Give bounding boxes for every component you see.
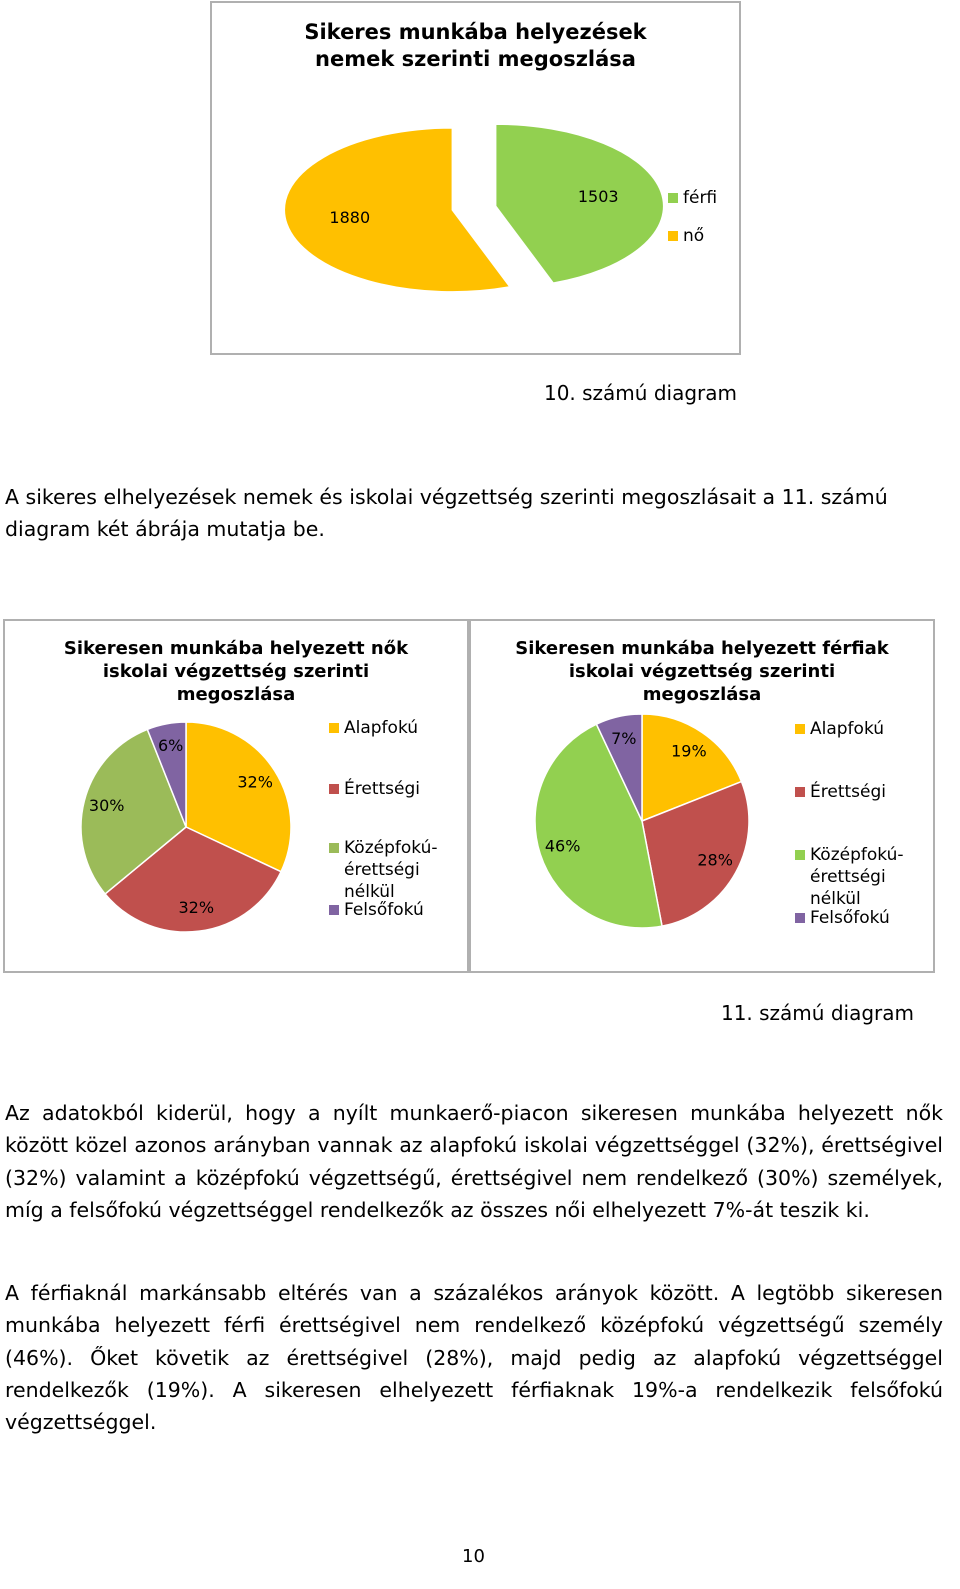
legend-label: Alapfokú (344, 718, 419, 738)
paragraph: Az adatokból kiderül, hogy a nyílt munka… (5, 1101, 943, 1222)
legend-item: Középfokú-érettségi nélkül (795, 844, 915, 910)
data-label: 1880 (329, 208, 370, 227)
data-label: 19% (671, 741, 707, 760)
pie-slice (641, 780, 750, 927)
chart-box: Sikeres munkába helyezések nemek szerint… (210, 1, 741, 355)
legend-swatch (795, 787, 805, 797)
legend-label: Felsőfokú (344, 900, 424, 920)
legend-swatch (668, 231, 678, 241)
chart-title: Sikeresen munkába helyezett nők iskolai … (63, 638, 409, 705)
chart-box: Sikeresen munkába helyezett férfiak isko… (469, 619, 935, 973)
pie-chart: 32% 32% 30% 6% (80, 721, 292, 933)
legend-item: Középfokú-érettségi nélkül (329, 837, 449, 903)
pie-slice (534, 723, 663, 929)
data-label: 6% (158, 736, 183, 755)
data-label: 28% (697, 851, 733, 870)
pie-slice (494, 123, 665, 284)
legend-label: Felsőfokú (810, 908, 890, 928)
pie-slice (595, 713, 643, 822)
legend-label: Középfokú-érettségi nélkül (810, 845, 904, 909)
legend-label: Alapfokú (810, 719, 885, 739)
data-label: 7% (611, 729, 636, 748)
legend-item: nő (668, 225, 748, 247)
chart-box: Sikeresen munkába helyezett nők iskolai … (3, 619, 469, 973)
legend-label: Középfokú-érettségi nélkül (344, 838, 438, 902)
legend-item: Érettségi (329, 778, 449, 800)
legend-item: Alapfokú (329, 717, 449, 739)
paragraph: A sikeres elhelyezések nemek és iskolai … (5, 485, 888, 542)
data-label: 1503 (578, 187, 619, 206)
pie-slice (641, 713, 743, 823)
legend-label: nő (683, 226, 705, 246)
data-label: 32% (237, 773, 273, 792)
caption: 10. számú diagram (543, 381, 737, 405)
legend-label: férfi (683, 188, 718, 208)
legend-label: Érettségi (344, 779, 420, 799)
legend-swatch (668, 193, 678, 203)
legend-swatch (329, 905, 339, 915)
legend-label: Érettségi (810, 782, 886, 802)
paragraph: A férfiaknál markánsabb eltérés van a sz… (5, 1281, 943, 1435)
pie-chart: 19% 28% 46% 7% (534, 713, 750, 929)
legend-swatch (795, 913, 805, 923)
chart-title: Sikeres munkába helyezések nemek szerint… (304, 20, 647, 71)
legend-item: Érettségi (795, 781, 915, 803)
pie-slice (80, 728, 187, 895)
page-number: 10 (462, 1546, 485, 1567)
legend-swatch (329, 723, 339, 733)
pie-slice (185, 721, 292, 873)
legend-swatch (795, 724, 805, 734)
chart-title: Sikeresen munkába helyezett férfiak isko… (515, 638, 889, 705)
legend-item: Alapfokú (795, 718, 915, 740)
data-label: 46% (545, 836, 581, 855)
legend-item: Felsőfokú (329, 899, 449, 921)
pie-slice (283, 127, 512, 293)
caption: 11. számú diagram (720, 1001, 914, 1025)
data-label: 30% (89, 796, 125, 815)
legend-swatch (795, 850, 805, 860)
data-label: 32% (178, 898, 214, 917)
pie-chart: 1503 1880 (283, 123, 665, 293)
pie-slice (146, 721, 187, 828)
legend-swatch (329, 843, 339, 853)
legend-swatch (329, 784, 339, 794)
legend-item: férfi (668, 187, 748, 209)
pie-slice (104, 826, 283, 933)
legend-item: Felsőfokú (795, 907, 915, 929)
